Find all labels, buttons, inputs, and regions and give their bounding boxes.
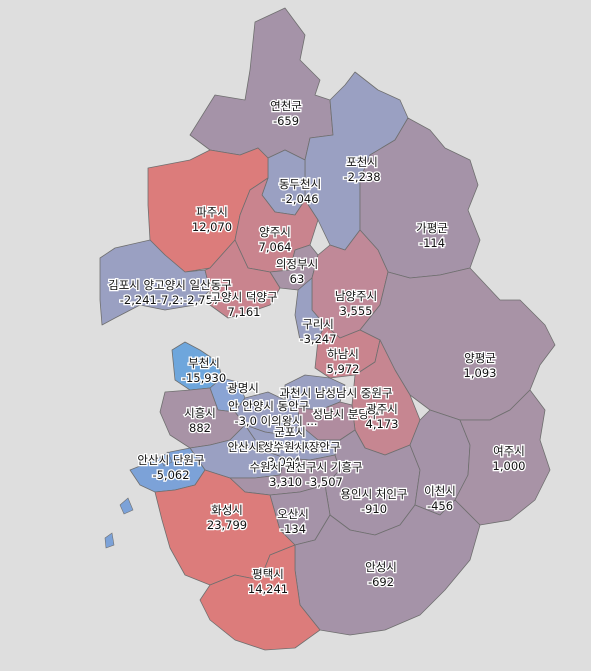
region-name-gunpo: 군포시 xyxy=(274,425,306,439)
region-value-paju: 12,070 xyxy=(192,220,232,234)
region-name-gwangju: 광주시 xyxy=(366,402,398,416)
region-pyeongtaek[interactable] xyxy=(199,544,321,651)
region-name-ansan_suwon: 안산시 상수원시 장안구 xyxy=(227,440,340,454)
region-name-suwon_gwonseon: 수원시 권선구시 기흥구 xyxy=(249,460,362,474)
region-value-suwon_gwonseon: 3,310 -3,507 xyxy=(269,475,343,489)
region-value-pyeongtaek: 14,241 xyxy=(248,582,288,596)
region-value-hanam: 5,972 xyxy=(327,362,360,376)
island-3 xyxy=(159,451,173,467)
region-name-pocheon: 포천시 xyxy=(346,155,378,169)
region-name-yangju: 양주시 xyxy=(259,225,291,239)
region-value-anseong: -692 xyxy=(368,575,394,589)
region-name-ansan_danwon: 안산시 단원구 xyxy=(137,453,204,467)
region-value-ansan_danwon: -5,062 xyxy=(152,468,189,482)
region-name-guri: 구리시 xyxy=(302,317,334,331)
region-value-yongin_cheoin: -910 xyxy=(361,502,387,516)
region-name-gwacheon_seongnam: 과천시 남성남시 중원구 xyxy=(279,386,392,400)
region-name-hwaseong: 화성시 xyxy=(211,503,243,517)
region-name-dongducheon: 동두천시 xyxy=(279,177,321,191)
region-name-yeoju: 여주시 xyxy=(493,444,525,458)
region-value-yangpyeong: 1,093 xyxy=(464,366,497,380)
region-name-goyang_deogyang: 고양시 덕양구 xyxy=(210,290,277,304)
region-value-gimpo_goyang: -2,241-7,2:-2,757 xyxy=(120,293,220,307)
region-name-gwangmyeong: 광명시 xyxy=(227,381,259,395)
region-yeoju[interactable] xyxy=(454,389,551,526)
region-value-anyang: -3,0 이의왕시 ... xyxy=(234,414,317,428)
regions-layer xyxy=(99,7,556,651)
region-name-seongnam_bundang: 성남시 분당구 xyxy=(312,407,379,421)
region-name-namyangju: 남양주시 xyxy=(335,289,377,303)
island-2 xyxy=(104,532,115,549)
region-name-icheon: 이천시 xyxy=(424,484,456,498)
region-value-icheon: -456 xyxy=(427,499,453,513)
region-value-gapyeong: -114 xyxy=(419,236,445,250)
region-name-uijeongbu: 의정부시 xyxy=(276,257,318,271)
region-name-siheung: 시흥시 xyxy=(184,406,216,420)
region-name-anseong: 안성시 xyxy=(365,560,397,574)
region-name-hanam: 하남시 xyxy=(327,347,359,361)
islands xyxy=(104,451,173,549)
region-value-dongducheon: -2,046 xyxy=(281,192,318,206)
region-name-yongin_cheoin: 용인시 처인구 xyxy=(340,487,407,501)
region-value-hwaseong: 23,799 xyxy=(207,518,247,532)
region-name-yangpyeong: 양평군 xyxy=(464,351,496,365)
region-value-yeoncheon: -659 xyxy=(273,114,299,128)
region-value-yangju: 7,064 xyxy=(259,240,292,254)
region-value-uijeongbu: 63 xyxy=(290,272,305,286)
region-name-pyeongtaek: 평택시 xyxy=(252,567,284,581)
region-value-goyang_deogyang: 7,161 xyxy=(228,305,261,319)
region-value-guri: -3,247 xyxy=(299,332,336,346)
region-value-yeoju: 1,000 xyxy=(493,459,526,473)
region-yeoncheon[interactable] xyxy=(189,7,334,161)
region-name-gapyeong: 가평군 xyxy=(416,221,448,235)
region-name-anyang: 안 안양시 동안구 ... xyxy=(228,399,324,413)
region-value-pocheon: -2,238 xyxy=(343,170,380,184)
island-1 xyxy=(119,497,134,515)
region-value-osan: -134 xyxy=(280,522,306,536)
region-name-gimpo_goyang: 김포시 양고양시 일산동구 xyxy=(108,278,232,292)
region-name-paju: 파주시 xyxy=(196,205,228,219)
region-value-bucheon: -15,930 xyxy=(182,371,226,385)
region-name-osan: 오산시 xyxy=(277,507,309,521)
region-value-gwangju: 4,173 xyxy=(366,417,399,431)
region-gimpo-goyang[interactable] xyxy=(99,239,211,326)
region-value-namyangju: 3,555 xyxy=(340,304,373,318)
region-name-yeoncheon: 연천군 xyxy=(270,99,302,113)
region-value-gunpo: 용인시 수지구 xyxy=(256,440,323,454)
region-value-siheung: 882 xyxy=(189,421,211,435)
region-name-bucheon: 부천시 xyxy=(188,356,220,370)
region-value-ansan_suwon: 3,004 xyxy=(268,455,301,469)
region-goyang-deogyang[interactable] xyxy=(204,239,281,319)
